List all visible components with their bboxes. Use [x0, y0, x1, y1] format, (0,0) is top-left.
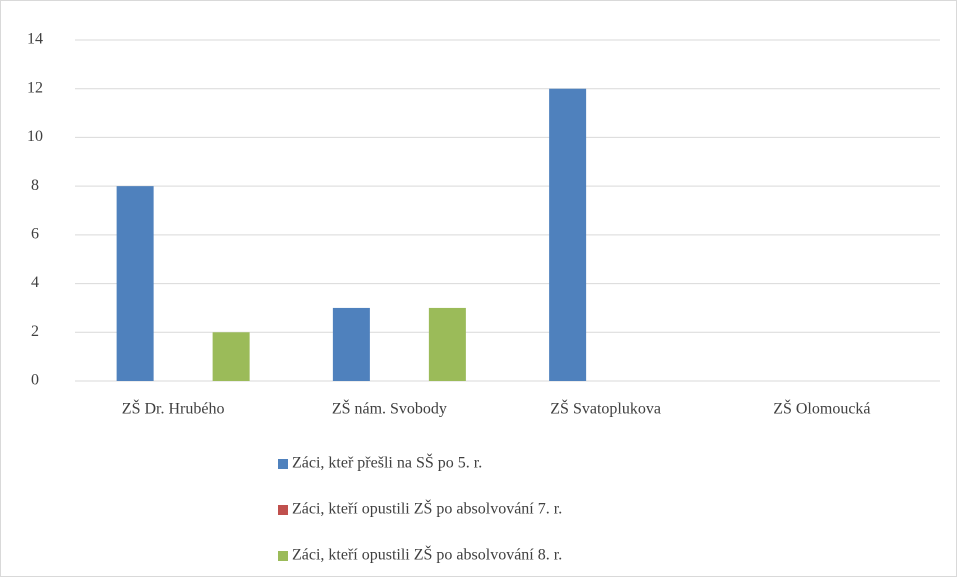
legend-label: Záci, kteří opustili ZŠ po absolvování 8…: [292, 545, 562, 564]
bar: [332, 307, 370, 381]
y-tick-label: 0: [31, 372, 39, 389]
y-tick-label: 8: [31, 177, 39, 194]
legend-swatch: [278, 551, 288, 561]
y-tick-label: 10: [27, 128, 43, 145]
y-tick-label: 12: [27, 79, 43, 96]
bar: [116, 186, 154, 381]
x-tick-label: ZŠ Svatoplukova: [550, 399, 661, 418]
legend-swatch: [278, 505, 288, 515]
y-tick-label: 6: [31, 226, 39, 243]
y-tick-label: 2: [31, 323, 39, 340]
x-tick-label: ZŠ Dr. Hrubého: [122, 399, 225, 418]
y-tick-label: 14: [27, 31, 43, 48]
bar: [428, 307, 466, 381]
legend-label: Záci, kteř přešli na SŠ po 5. r.: [292, 453, 482, 472]
legend-label: Záci, kteří opustili ZŠ po absolvování 7…: [292, 499, 562, 518]
y-tick-label: 4: [31, 274, 39, 291]
x-tick-label: ZŠ nám. Svobody: [332, 399, 447, 418]
legend-swatch: [278, 459, 288, 469]
bar: [212, 332, 250, 381]
x-tick-label: ZŠ Olomoucká: [773, 399, 870, 418]
bar: [549, 88, 587, 381]
